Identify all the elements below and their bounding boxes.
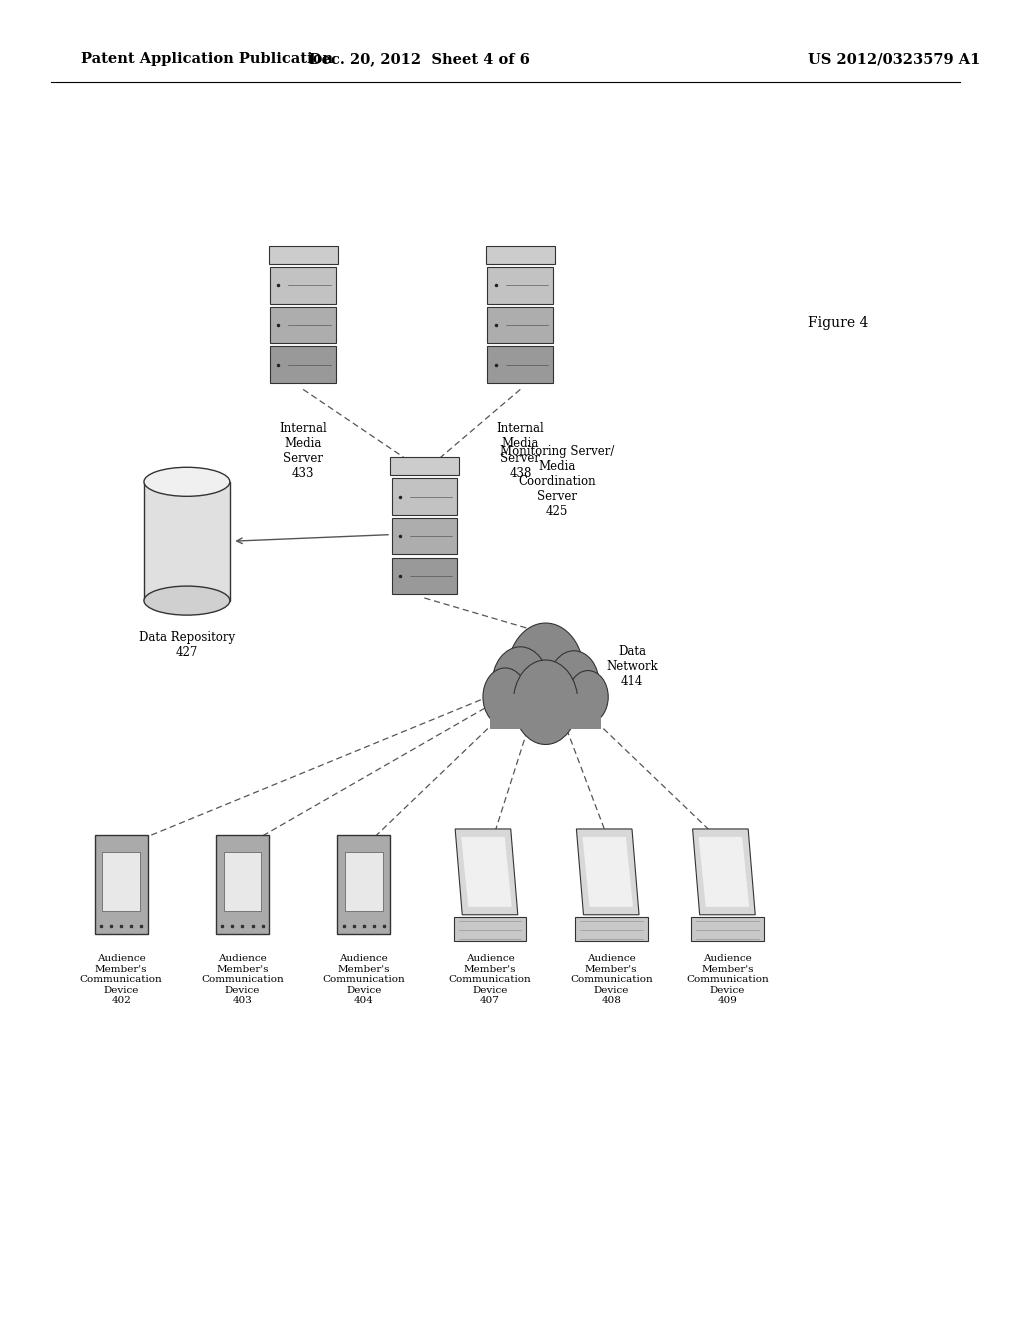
Text: Audience
Member's
Communication
Device
404: Audience Member's Communication Device 4… (323, 954, 406, 1005)
Polygon shape (692, 829, 756, 915)
Bar (391, 557, 457, 594)
Bar (144, 482, 229, 601)
Text: Audience
Member's
Communication
Device
407: Audience Member's Communication Device 4… (449, 954, 531, 1005)
Circle shape (568, 671, 608, 723)
Bar (454, 917, 526, 941)
Text: Internal
Media
Server
433: Internal Media Server 433 (280, 422, 327, 480)
Text: Figure 4: Figure 4 (808, 317, 868, 330)
Circle shape (549, 651, 599, 717)
Bar (216, 836, 268, 935)
Text: Patent Application Publication: Patent Application Publication (81, 53, 333, 66)
Bar (270, 306, 336, 343)
Circle shape (513, 660, 578, 744)
Bar (345, 851, 383, 911)
Text: US 2012/0323579 A1: US 2012/0323579 A1 (808, 53, 981, 66)
Bar (485, 246, 555, 264)
Bar (487, 346, 553, 383)
Circle shape (483, 668, 527, 726)
Polygon shape (698, 837, 750, 907)
Bar (490, 694, 601, 729)
Circle shape (507, 623, 584, 723)
Bar (574, 917, 647, 941)
Bar (270, 346, 336, 383)
Text: Dec. 20, 2012  Sheet 4 of 6: Dec. 20, 2012 Sheet 4 of 6 (309, 53, 529, 66)
Bar (691, 917, 764, 941)
Polygon shape (577, 829, 639, 915)
Polygon shape (583, 837, 633, 907)
Polygon shape (455, 829, 518, 915)
Bar (338, 836, 390, 935)
Text: Data
Network
414: Data Network 414 (606, 645, 658, 688)
Bar (487, 267, 553, 304)
Text: Audience
Member's
Communication
Device
408: Audience Member's Communication Device 4… (570, 954, 652, 1005)
Text: Internal
Media
Server
438: Internal Media Server 438 (497, 422, 544, 480)
Ellipse shape (144, 467, 229, 496)
Bar (391, 517, 457, 554)
Text: Audience
Member's
Communication
Device
409: Audience Member's Communication Device 4… (686, 954, 769, 1005)
Bar (487, 306, 553, 343)
Text: Monitoring Server/
Media
Coordination
Server
425: Monitoring Server/ Media Coordination Se… (500, 445, 614, 519)
Ellipse shape (144, 586, 229, 615)
Bar (223, 851, 261, 911)
Circle shape (493, 647, 549, 721)
Bar (391, 478, 457, 515)
Bar (268, 246, 338, 264)
Bar (95, 836, 147, 935)
Text: Data Repository
427: Data Repository 427 (139, 631, 234, 659)
Polygon shape (461, 837, 512, 907)
Bar (102, 851, 140, 911)
Bar (390, 458, 459, 475)
Text: Audience
Member's
Communication
Device
403: Audience Member's Communication Device 4… (201, 954, 284, 1005)
Text: Audience
Member's
Communication
Device
402: Audience Member's Communication Device 4… (80, 954, 163, 1005)
Bar (270, 267, 336, 304)
